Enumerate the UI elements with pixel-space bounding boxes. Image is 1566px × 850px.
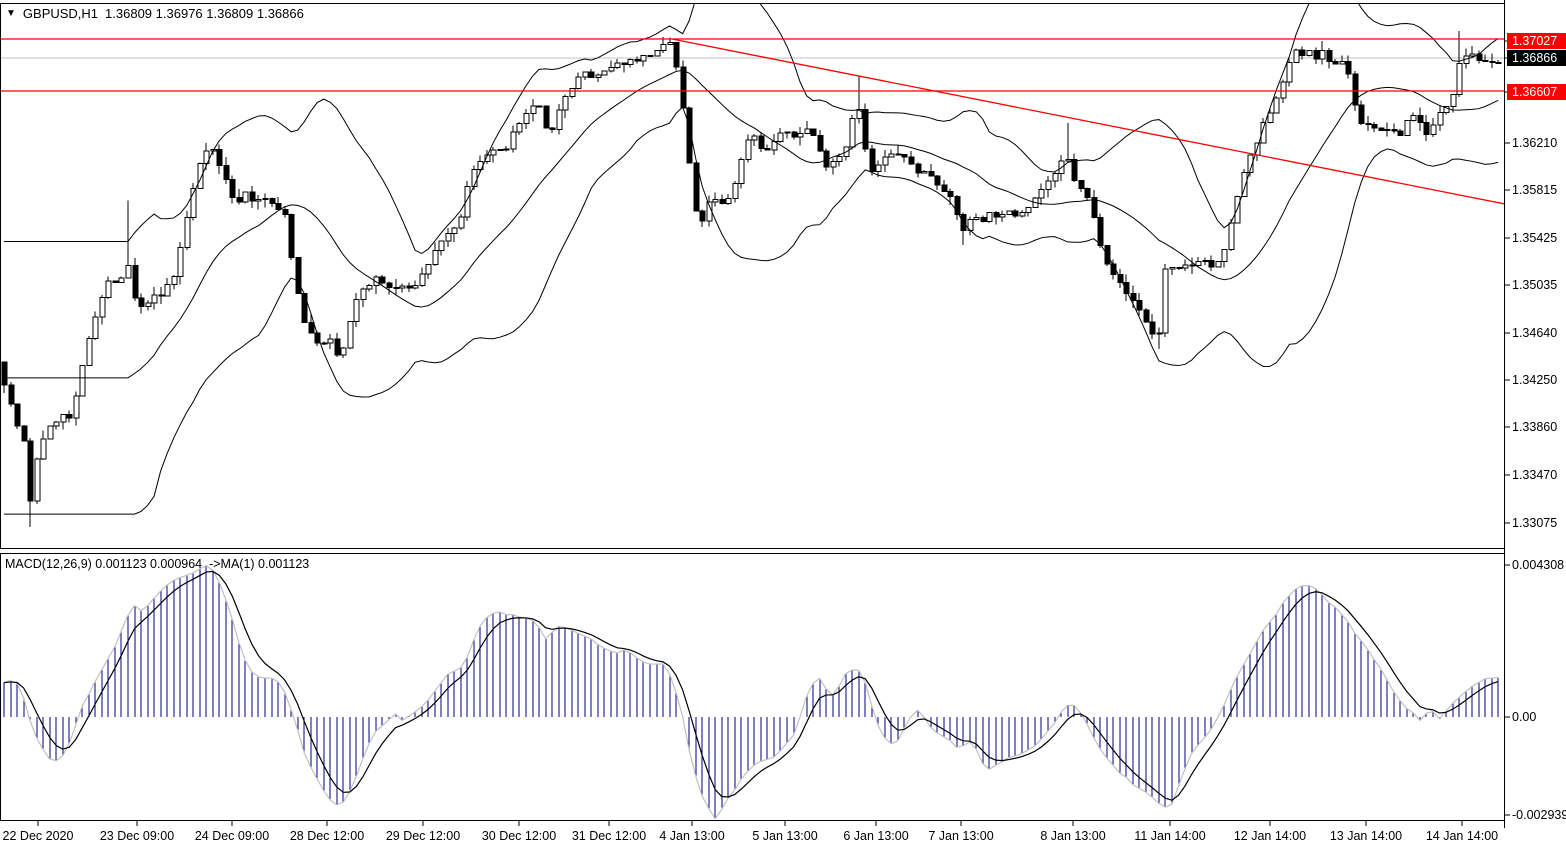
chart-title: ▼ GBPUSD,H1 1.36809 1.36976 1.36809 1.36…: [6, 6, 304, 21]
time-axis-label: 14 Jan 14:00: [1425, 829, 1499, 843]
triangle-down-icon[interactable]: ▼: [6, 8, 16, 19]
macd-axis-label: 0.00: [1512, 710, 1537, 724]
price-axis-label: 1.33860: [1512, 420, 1558, 434]
price-axis-label: 1.34250: [1512, 373, 1558, 387]
price-tag-1.36866: 1.36866: [1507, 50, 1566, 66]
price-tag-1.37027: 1.37027: [1507, 33, 1566, 49]
price-axis-label: 1.33075: [1512, 516, 1558, 530]
macd-axis-label: 0.004308: [1512, 558, 1565, 572]
price-tag-1.36607: 1.36607: [1507, 84, 1566, 100]
ohlc-values: 1.36809 1.36976 1.36809 1.36866: [105, 6, 304, 21]
price-axis-label: 1.35035: [1512, 278, 1558, 292]
time-axis-label: 23 Dec 09:00: [99, 829, 175, 843]
time-axis-label: 24 Dec 09:00: [194, 829, 270, 843]
price-axis-label: 1.33470: [1512, 468, 1558, 482]
time-axis-label: 4 Jan 13:00: [659, 829, 725, 843]
time-axis-label: 11 Jan 14:00: [1134, 829, 1206, 843]
time-axis-label: 8 Jan 13:00: [1040, 829, 1106, 843]
time-axis-label: 6 Jan 13:00: [843, 829, 909, 843]
price-axis-label: 1.34640: [1512, 326, 1558, 340]
time-axis-label: 13 Jan 14:00: [1329, 829, 1403, 843]
time-axis-label: 12 Jan 14:00: [1233, 829, 1307, 843]
time-axis-label: 31 Dec 12:00: [571, 829, 647, 843]
time-axis-label: 7 Jan 13:00: [928, 829, 994, 843]
time-axis-label: 29 Dec 12:00: [385, 829, 461, 843]
time-axis-label: 5 Jan 13:00: [752, 829, 818, 843]
macd-indicator-label: MACD(12,26,9) 0.001123 0.000964 ->MA(1) …: [5, 557, 310, 571]
symbol-period-label: GBPUSD,H1: [22, 6, 99, 21]
time-axis-label: 22 Dec 2020: [2, 829, 74, 843]
price-axis-label: 1.35425: [1512, 231, 1558, 245]
time-axis-label: 30 Dec 12:00: [481, 829, 557, 843]
time-axis-label: 28 Dec 12:00: [289, 829, 365, 843]
price-axis-label: 1.35815: [1512, 183, 1558, 197]
price-axis-label: 1.36210: [1512, 136, 1558, 150]
price-axis[interactable]: [1505, 0, 1566, 828]
macd-axis-label: -0.002939: [1512, 808, 1566, 822]
